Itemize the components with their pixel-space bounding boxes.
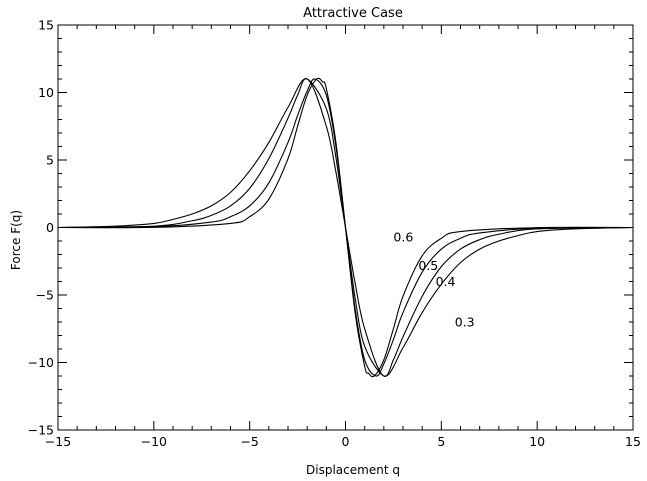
x-tick-label: −5 bbox=[240, 434, 258, 449]
y-tick-labels: −15 −10 −5 0 5 10 15 bbox=[28, 18, 54, 438]
x-tick-label: −10 bbox=[141, 434, 167, 449]
y-tick-label: 5 bbox=[46, 153, 54, 168]
chart-title: Attractive Case bbox=[303, 6, 403, 21]
y-tick-label: −10 bbox=[28, 355, 54, 370]
x-tick-label: −15 bbox=[45, 434, 71, 449]
curve-0-3 bbox=[57, 78, 634, 377]
x-tick-label: 10 bbox=[529, 434, 545, 449]
y-tick-label: 15 bbox=[38, 18, 54, 33]
curve-label-0-6: 0.6 bbox=[393, 229, 413, 244]
y-tick-label: −5 bbox=[36, 288, 54, 303]
x-tick-labels: −15 −10 −5 0 5 10 15 bbox=[45, 434, 641, 449]
curves bbox=[57, 77, 634, 378]
curve-label-0-4: 0.4 bbox=[436, 274, 456, 289]
y-axis-label: Force F(q) bbox=[9, 210, 23, 270]
curve-label-0-5: 0.5 bbox=[418, 258, 438, 273]
x-axis-label: Displacement q bbox=[306, 463, 400, 477]
x-tick-label: 15 bbox=[625, 434, 641, 449]
x-tick-label: 0 bbox=[342, 434, 350, 449]
y-tick-label: 0 bbox=[46, 220, 54, 235]
x-tick-label: 5 bbox=[437, 434, 445, 449]
y-tick-label: 10 bbox=[38, 85, 54, 100]
curve-label-0-3: 0.3 bbox=[455, 315, 475, 330]
curve-labels: 0.6 0.50.4 0.3 bbox=[393, 229, 474, 329]
y-tick-label: −15 bbox=[28, 423, 54, 438]
